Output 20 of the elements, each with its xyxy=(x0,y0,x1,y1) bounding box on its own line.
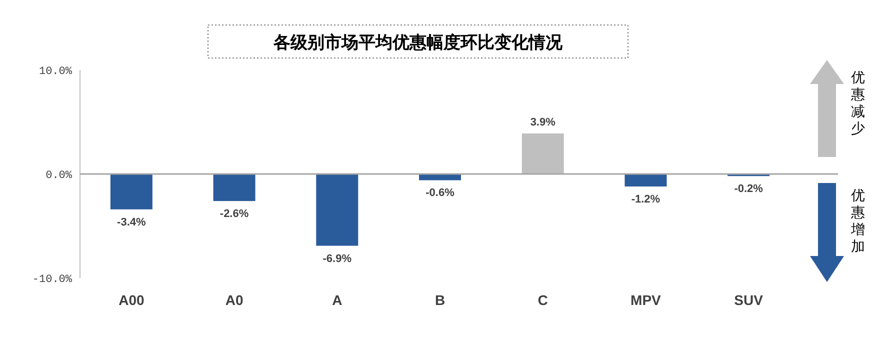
y-tick-label: -10.0% xyxy=(32,274,72,286)
chart-title: 各级别市场平均优惠幅度环比变化情况 xyxy=(272,33,564,52)
x-tick-label: MPV xyxy=(630,292,662,308)
x-tick-label: SUV xyxy=(734,292,764,308)
data-label: -0.6% xyxy=(426,187,455,200)
text: 优惠增加 xyxy=(850,187,865,254)
y-tick-label: 0.0% xyxy=(46,170,72,182)
y-tick-label: 10.0% xyxy=(38,66,72,78)
data-label: -3.4% xyxy=(117,216,146,228)
x-tick-label: A00 xyxy=(118,292,144,308)
text: 优惠减少 xyxy=(850,69,865,136)
data-label: -6.9% xyxy=(322,252,352,265)
x-tick-label: C xyxy=(538,292,548,308)
data-label: -2.6% xyxy=(220,208,249,220)
x-tick-label: A xyxy=(332,292,342,308)
data-label: -0.2% xyxy=(734,183,764,196)
x-tick-label: B xyxy=(434,292,446,308)
x-tick-label: A0 xyxy=(225,292,244,308)
data-label: 3.9% xyxy=(530,116,556,128)
data-label: -1.2% xyxy=(631,193,660,206)
